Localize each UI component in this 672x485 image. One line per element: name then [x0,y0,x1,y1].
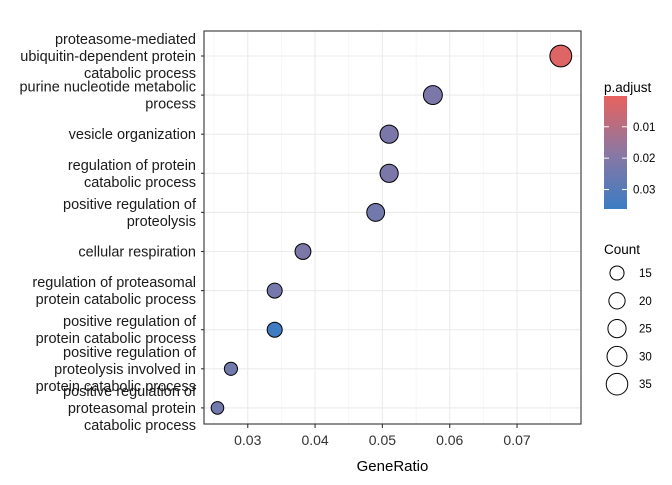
y-tick-label: regulation of proteasomal protein catabol… [32,275,196,308]
color-legend-tick-label: 0.03 [633,185,655,197]
y-tick-label: positive regulation of proteolysis involv… [36,345,197,395]
size-legend-label: 25 [639,324,652,336]
size-legend-title: Count [604,242,640,257]
y-tick-label: cellular respiration [78,245,196,261]
size-legend-label: 30 [639,351,652,363]
color-legend-title: p.adjust [604,80,652,95]
data-points [210,44,573,415]
color-legend: p.adjust 0.01 0.02 0.03 [604,80,655,209]
size-legend-key [605,372,629,396]
data-point [379,124,399,144]
data-point [223,361,238,376]
data-point [549,44,573,68]
size-legend-label: 35 [639,379,652,391]
size-legend-key [606,345,628,367]
x-axis: 0.03 0.04 0.05 0.06 0.07 [234,424,531,448]
plot-border [203,30,582,425]
data-point [422,85,443,106]
size-legend-label: 20 [639,296,652,308]
y-tick-label: proteasome-mediated ubiquitin-dependent p… [20,32,196,82]
color-legend-tick-label: 0.01 [633,122,655,134]
y-tick-label: vesicle organization [69,127,196,143]
x-tick-label: 0.03 [234,432,261,448]
y-tick-label: positive regulation of protein catabolic … [36,314,197,347]
x-axis-title: GeneRatio [357,458,429,475]
color-legend-bar [604,96,627,209]
size-legend-key [607,319,627,339]
color-legend-tick-label: 0.02 [633,153,655,165]
plot-panel [204,31,581,424]
y-tick-label: purine nucleotide metabolic process [19,80,196,113]
x-tick-label: 0.04 [301,432,328,448]
x-tick-label: 0.07 [503,432,530,448]
x-tick-label: 0.05 [369,432,396,448]
data-point [366,202,386,222]
y-tick-label: regulation of protein catabolic process [68,158,196,191]
y-tick-label: positive regulation of proteolysis [63,197,197,230]
y-axis-labels: proteasome-mediated ubiquitin-dependent p… [19,32,204,434]
size-legend-label: 15 [639,268,652,280]
size-legend-key [608,292,626,310]
y-tick-label: positive regulation of proteasomal protei… [63,384,197,434]
size-legend: Count 15 20 25 30 35 [604,242,652,396]
data-point [379,163,399,183]
data-point [266,282,283,299]
data-point [266,321,283,338]
size-legend-key [609,265,625,281]
data-point [294,243,312,260]
x-tick-label: 0.06 [436,432,463,448]
data-point [210,401,225,415]
